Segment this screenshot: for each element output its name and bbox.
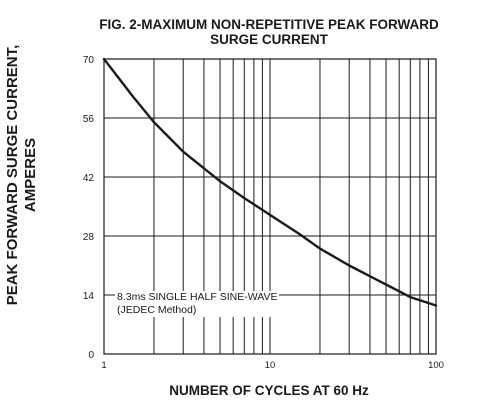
x-tick-label: 10 bbox=[265, 360, 276, 371]
x-tick-label: 100 bbox=[428, 360, 444, 371]
y-tick-label: 70 bbox=[83, 55, 95, 66]
x-axis-label: NUMBER OF CYCLES AT 60 Hz bbox=[169, 383, 369, 398]
chart-annotation: 8.3ms SINGLE HALF SINE-WAVE (JEDEC Metho… bbox=[115, 291, 280, 317]
y-tick-label: 42 bbox=[83, 173, 95, 184]
annotation-line2: (JEDEC Method) bbox=[117, 304, 197, 316]
y-tick-label: 28 bbox=[83, 232, 95, 243]
y-tick-label: 0 bbox=[88, 350, 94, 361]
y-tick-label: 56 bbox=[83, 114, 95, 125]
chart-title-line2: SURGE CURRENT bbox=[210, 32, 328, 47]
chart-title-line1: FIG. 2-MAXIMUM NON-REPETITIVE PEAK FORWA… bbox=[99, 17, 439, 32]
annotation-line1: 8.3ms SINGLE HALF SINE-WAVE bbox=[117, 291, 278, 303]
y-tick-label: 14 bbox=[83, 291, 95, 302]
chart-title: FIG. 2-MAXIMUM NON-REPETITIVE PEAK FORWA… bbox=[60, 17, 478, 47]
x-tick-label: 1 bbox=[101, 360, 106, 371]
plot-frame bbox=[103, 58, 437, 355]
